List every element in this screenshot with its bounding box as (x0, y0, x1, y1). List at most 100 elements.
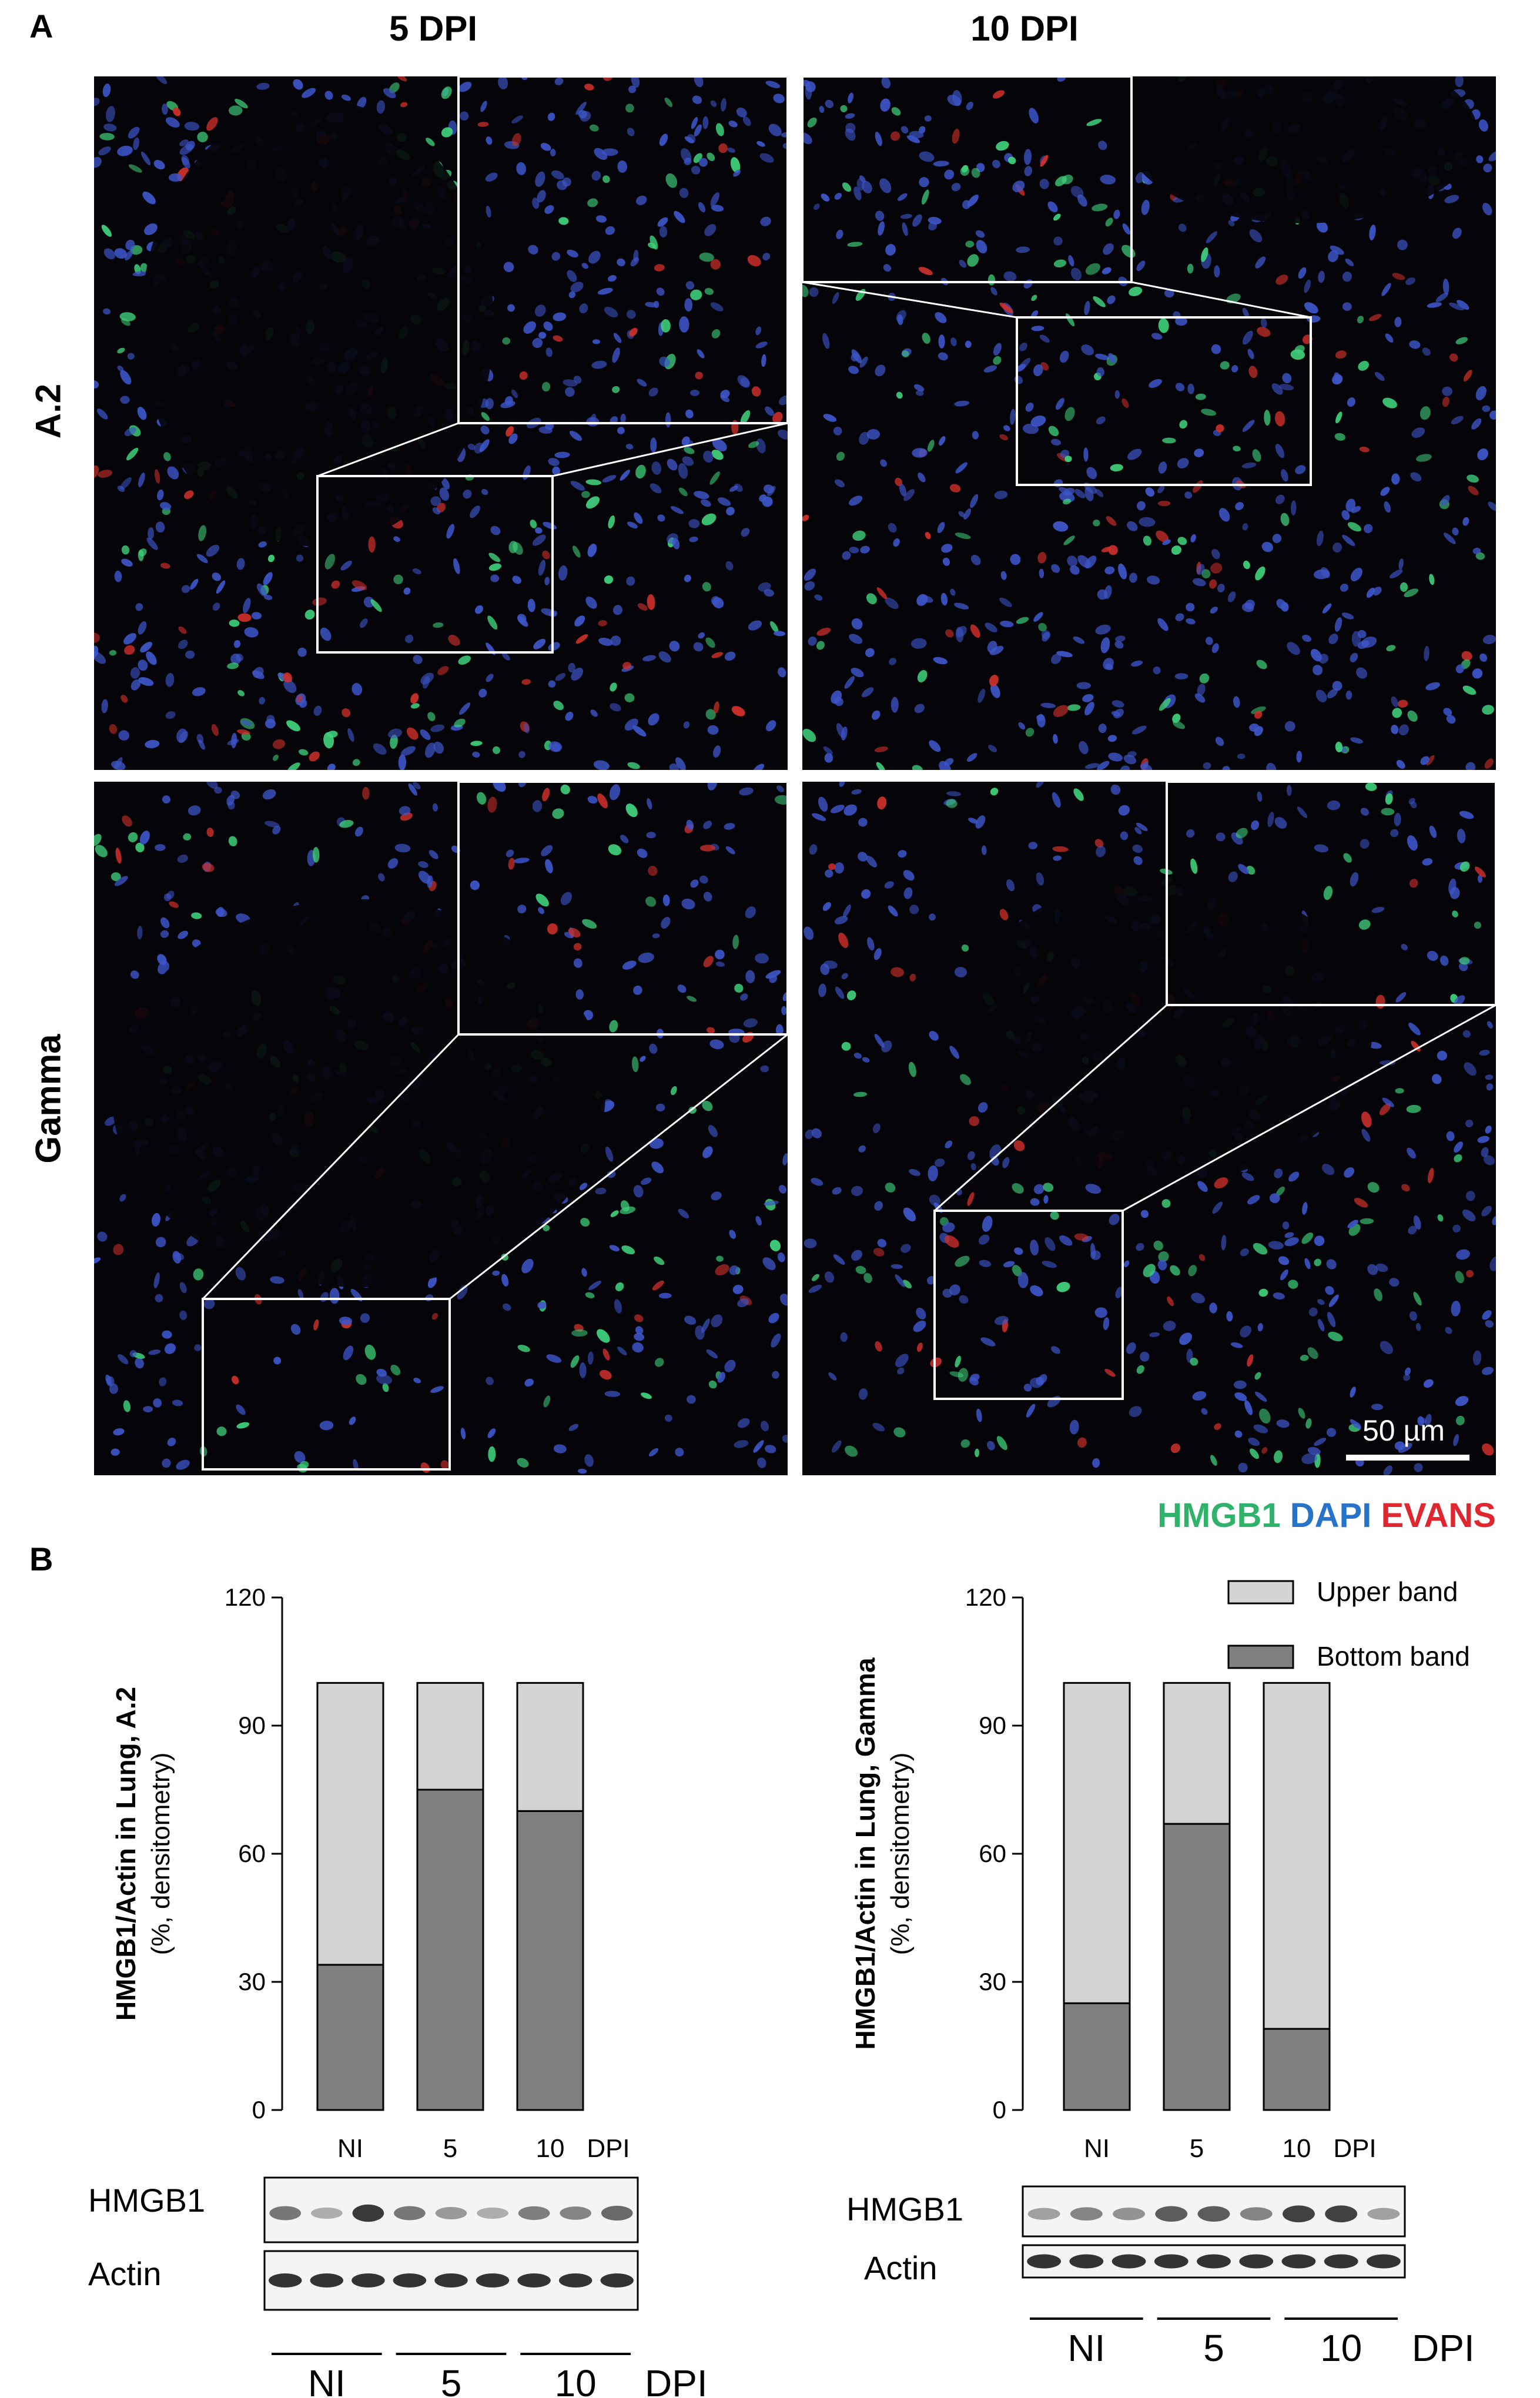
y-tick-label: 0 (252, 2096, 266, 2124)
blot-strip-hmgb1 (263, 2176, 639, 2243)
blot-unit-label: DPI (1412, 2327, 1475, 2369)
x-tick-label: 5 (443, 2134, 457, 2163)
y-tick-label: 60 (979, 1840, 1006, 1867)
blot-band (351, 2273, 385, 2288)
tissue-texture (802, 76, 1496, 770)
blot-band (1197, 2206, 1230, 2222)
blot-band (1197, 2254, 1231, 2269)
x-tick-label: 10 (536, 2134, 565, 2163)
blot-band (560, 2206, 591, 2220)
x-unit-label: DPI (587, 2134, 630, 2163)
tissue-texture (94, 76, 788, 770)
y-axis-label: HMGB1/Actin in Lung, Gamma (850, 1657, 881, 2049)
x-tick-label: 10 (1283, 2134, 1311, 2163)
bar-upper-band (316, 1682, 384, 1966)
bar-bottom-band (416, 1789, 484, 2111)
blot-group-label: 10 (1320, 2327, 1362, 2369)
zoom-region-box (202, 1298, 451, 1471)
y-axis-sublabel: (%, densitometry) (886, 1753, 915, 1955)
zoom-line (202, 1033, 460, 1300)
legend-entry: Upper band (1317, 1576, 1458, 1607)
column-header-10dpi: 10 DPI (970, 9, 1079, 48)
panel-a-letter: A (29, 8, 53, 45)
blot-label-hmgb1: HMGB1 (88, 2182, 205, 2219)
lumen (961, 876, 1372, 1181)
blot-band (269, 2273, 302, 2288)
bar-bottom-band (1163, 1823, 1231, 2111)
zoom-region-box (933, 1210, 1124, 1400)
blot-group-label: 10 (555, 2362, 597, 2398)
bar-bottom-band (1063, 2002, 1131, 2111)
blot-band (1027, 2208, 1060, 2220)
blot-band (269, 2206, 302, 2221)
y-tick-label: 90 (238, 1712, 266, 1739)
blot-band (1283, 2205, 1315, 2223)
chart-a2: 0 30 60 90 120 HMGB1/Actin in Lung, A.2 (%, de… (88, 1583, 708, 2398)
tissue-texture (804, 782, 1496, 1475)
column-header-5dpi: 5 DPI (389, 9, 478, 48)
blot-band (311, 2207, 343, 2219)
zoom-line (449, 1033, 788, 1300)
blot-unit-label: DPI (645, 2362, 708, 2398)
blot-band (1027, 2254, 1061, 2269)
blot-band (558, 2273, 592, 2288)
lumen (141, 100, 494, 547)
x-tick-label: NI (1084, 2134, 1110, 2163)
blot-band (435, 2207, 467, 2219)
blot-band (517, 2273, 551, 2288)
y-tick-label: 120 (225, 1583, 266, 1611)
blot-label-actin: Actin (88, 2255, 162, 2292)
row-header-a2: A.2 (28, 383, 68, 439)
blot-group-label: 5 (1203, 2327, 1224, 2369)
tissue-texture (94, 782, 788, 1474)
blot-band (1367, 2208, 1400, 2220)
y-axis-label: HMGB1/Actin in Lung, A.2 (111, 1687, 141, 2021)
blot-band (1281, 2254, 1316, 2269)
blot-band (477, 2207, 508, 2219)
y-tick-label: 30 (238, 1968, 266, 1995)
bar-bottom-band (516, 1810, 584, 2111)
zoom-region-box (1016, 316, 1312, 486)
lumen (112, 899, 605, 1287)
inset-box (1166, 782, 1496, 1006)
blot-group-label: 5 (441, 2362, 462, 2398)
zoom-line (1131, 281, 1311, 319)
y-tick-label: 0 (993, 2096, 1006, 2124)
blot-band (352, 2204, 384, 2222)
bar-bottom-band (316, 1964, 384, 2111)
blot-band (1240, 2207, 1273, 2221)
blot-band (600, 2273, 634, 2288)
micrograph-a2-10dpi (802, 76, 1496, 770)
legend-swatch (1227, 1645, 1294, 1669)
blot-label-hmgb1: HMGB1 (846, 2191, 963, 2228)
blot-group-label: NI (1067, 2327, 1105, 2369)
micrograph-gamma-5dpi (94, 782, 788, 1475)
bar-upper-band (1063, 1682, 1131, 2004)
x-unit-label: DPI (1333, 2134, 1376, 2163)
bar-upper-band (1263, 1682, 1331, 2030)
zoom-region-box (316, 475, 554, 654)
blot-band (1239, 2254, 1274, 2269)
blot-band (1367, 2254, 1401, 2269)
x-tick-label: NI (337, 2134, 363, 2163)
blot-band (476, 2273, 510, 2288)
blot-band (310, 2273, 344, 2288)
blot-band (1070, 2207, 1103, 2221)
inset-box (457, 782, 788, 1036)
blot-band (518, 2206, 550, 2221)
bar-upper-band (516, 1682, 584, 1812)
inset-box (457, 76, 788, 424)
stain-hmgb1: HMGB1 (1157, 1496, 1281, 1535)
panel-b-letter: B (29, 1540, 53, 1578)
legend-swatch (1227, 1580, 1294, 1605)
y-tick-label: 90 (979, 1712, 1006, 1739)
blot-band (1324, 2254, 1358, 2269)
stain-legend: HMGB1 DAPI EVANS (1157, 1496, 1496, 1535)
y-tick-label: 30 (979, 1968, 1006, 1995)
blot-band (1154, 2254, 1189, 2269)
scale-bar-label: 50 µm (1362, 1414, 1445, 1447)
chart-gamma: 0 30 60 90 120 HMGB1/Actin in Lung, Gamma (%, … (846, 1576, 1475, 2369)
blot-band (1155, 2206, 1188, 2222)
bar-upper-band (416, 1682, 484, 1791)
micrograph-a2-5dpi (94, 76, 788, 770)
